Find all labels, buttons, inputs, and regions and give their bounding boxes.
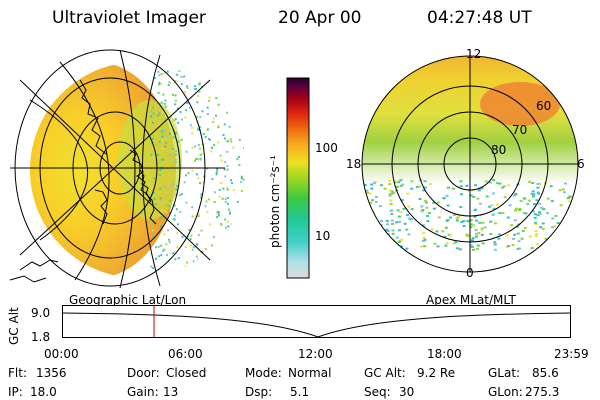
altitude-ytick-high: 9.0 — [31, 306, 51, 320]
dsp-label: Dsp: — [245, 385, 273, 399]
polar-image — [361, 55, 579, 273]
glat-label: GLat: — [488, 366, 521, 380]
colorbar-tick-100: 100 — [315, 141, 338, 155]
xtick-0600: 06:00 — [168, 347, 203, 361]
glat-value: 85.6 — [532, 366, 559, 380]
ip-label: IP: — [8, 385, 23, 399]
door-value: Closed — [166, 366, 207, 380]
dsp-value: 5.1 — [290, 385, 310, 399]
seq-label: Seq: — [364, 385, 391, 399]
lat-label-80: 80 — [491, 143, 507, 157]
gain-label: Gain: — [127, 385, 159, 399]
flt-label: Flt: — [8, 366, 27, 380]
date-label: 20 Apr 00 — [278, 8, 362, 28]
altitude-ytick-low: 1.8 — [31, 330, 51, 344]
mlt-label-0: 0 — [466, 266, 474, 280]
door-label: Door: — [127, 366, 160, 380]
time-label: 04:27:48 UT — [427, 8, 532, 28]
right-caption: Apex MLat/MLT — [426, 293, 516, 307]
colorbar — [286, 77, 310, 279]
mlt-label-12: 12 — [466, 47, 482, 61]
flt-value: 1356 — [36, 366, 67, 380]
glon-label: GLon: — [488, 385, 523, 399]
gain-value: 13 — [163, 385, 179, 399]
gcalt-value: 9.2 Re — [417, 366, 456, 380]
colorbar-tick-10: 10 — [315, 229, 331, 243]
left-caption: Geographic Lat/Lon — [69, 293, 187, 307]
lat-label-70: 70 — [512, 123, 528, 137]
app-title: Ultraviolet Imager — [52, 8, 206, 28]
xtick-2359: 23:59 — [554, 347, 589, 361]
xtick-1800: 18:00 — [427, 347, 462, 361]
glon-value: 275.3 — [525, 385, 560, 399]
mode-value: Normal — [288, 366, 332, 380]
mlt-label-18: 18 — [346, 157, 362, 171]
altitude-ylabel: GC Alt — [7, 307, 21, 345]
mlt-label-6: 6 — [577, 157, 585, 171]
altitude-plot — [61, 305, 572, 338]
lat-label-60: 60 — [536, 99, 552, 113]
seq-value: 30 — [399, 385, 415, 399]
mode-label: Mode: — [245, 366, 282, 380]
colorbar-label: photon cm⁻²s⁻¹ — [268, 155, 282, 248]
ip-value: 18.0 — [30, 385, 57, 399]
geographic-image — [9, 49, 246, 289]
gcalt-label: GC Alt: — [364, 366, 406, 380]
xtick-1200: 12:00 — [298, 347, 333, 361]
xtick-0000: 00:00 — [44, 347, 79, 361]
